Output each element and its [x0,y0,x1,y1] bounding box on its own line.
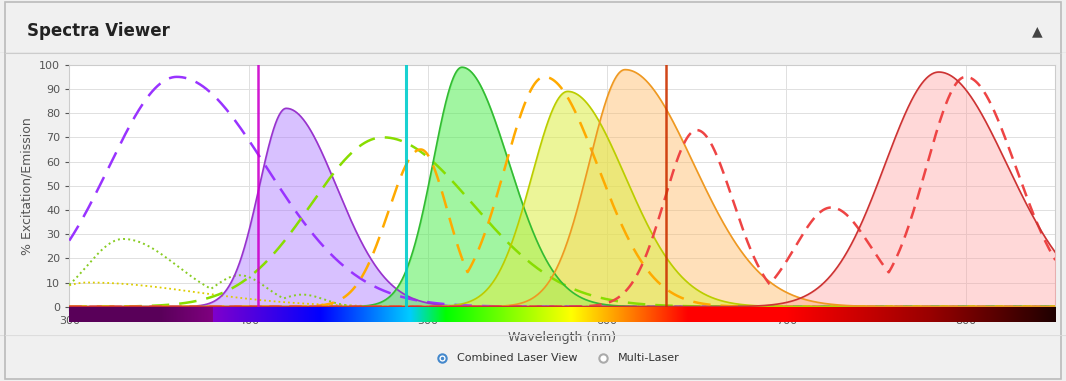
X-axis label: Wavelength (nm): Wavelength (nm) [508,331,616,344]
Text: ▲: ▲ [1032,24,1043,38]
Text: Combined Laser View: Combined Laser View [457,353,578,363]
Text: Spectra Viewer: Spectra Viewer [27,22,169,40]
Y-axis label: % Excitation/Emission: % Excitation/Emission [20,117,34,255]
Text: Multi-Laser: Multi-Laser [618,353,680,363]
